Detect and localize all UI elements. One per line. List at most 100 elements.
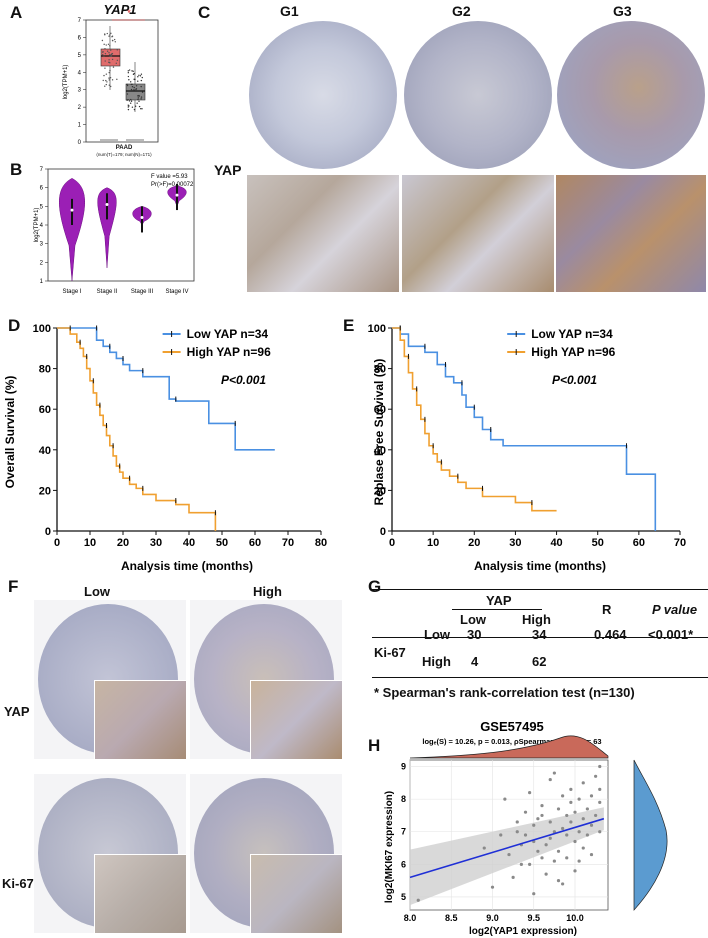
- y-tick-label: 9: [401, 762, 406, 772]
- a-point: [130, 88, 133, 91]
- a-point: [135, 85, 138, 87]
- a-point: [140, 85, 142, 88]
- panel-h: GSE57495 logₑ(S) = 10.26, p = 0.013, ρSp…: [362, 712, 708, 938]
- scatter-point: [585, 807, 589, 811]
- panel-d-ylabel: Overall Survival (%): [3, 376, 17, 489]
- scatter-point: [589, 794, 594, 798]
- a-point: [140, 73, 143, 75]
- panel-c-col-g3: G3: [613, 3, 632, 19]
- panel-b: 1 2 3 4 5 6 7 log2(TPM+1) F value =5.93 Pr(>F)…: [30, 165, 200, 315]
- x-tick-label: 50: [216, 537, 228, 549]
- a-point: [108, 61, 110, 64]
- a-point: [134, 105, 137, 107]
- scatter-point: [598, 787, 602, 791]
- a-point: [132, 73, 135, 76]
- a-point: [101, 39, 104, 42]
- scatter-point: [482, 846, 486, 850]
- y-tick-label: 60: [39, 404, 51, 416]
- a-point: [105, 79, 107, 82]
- x-tick-label: 10: [84, 537, 96, 549]
- a-point: [138, 105, 141, 108]
- a-point: [138, 100, 140, 102]
- scatter-point: [548, 836, 552, 840]
- panel-c-row-yap: YAP: [214, 162, 242, 178]
- x-tick-label: 9.5: [527, 913, 540, 923]
- scatter-point: [499, 833, 503, 837]
- x-tick-label: 8.5: [445, 913, 458, 923]
- a-point: [140, 98, 142, 100]
- x-tick-label: 0: [389, 537, 395, 549]
- table-cell-low-low: 30: [467, 627, 482, 642]
- a-point: [131, 70, 133, 72]
- micro-yap-low: [34, 600, 186, 759]
- violin-median: [70, 208, 74, 212]
- x-tick-label: 30: [150, 537, 162, 549]
- violin-median: [140, 216, 144, 220]
- x-tick-label: 70: [674, 537, 686, 549]
- a-point: [138, 74, 140, 76]
- b-tick-label: 6: [40, 186, 44, 192]
- scatter-point: [589, 823, 594, 827]
- box-normal: [125, 83, 146, 101]
- a-point: [133, 86, 135, 89]
- x-tick-label: 40: [550, 537, 562, 549]
- a-point: [104, 67, 106, 69]
- scatter-point: [585, 833, 589, 837]
- panel-b-stat2: Pr(>F)=0.00072: [151, 182, 194, 188]
- a-point: [109, 69, 111, 72]
- scatter-point: [552, 771, 556, 775]
- scatter-point: [577, 830, 581, 834]
- a-point: [103, 55, 105, 58]
- box-tumor: [100, 48, 121, 67]
- scatter-point: [548, 777, 552, 782]
- a-point: [110, 85, 112, 88]
- a-point: [105, 44, 107, 46]
- b-tick-label: 4: [40, 223, 44, 229]
- a-point: [109, 54, 112, 56]
- y-tick-label: 100: [368, 323, 386, 335]
- a-point: [103, 74, 105, 77]
- micro-g2-zoom: [402, 175, 554, 292]
- panel-a-xlabel: PAAD: [115, 145, 133, 151]
- km-curve-high: [57, 327, 217, 531]
- a-point: [108, 59, 110, 61]
- x-tick-label: 60: [633, 537, 645, 549]
- a-point: [111, 39, 114, 42]
- panel-f-col-low: Low: [84, 584, 110, 599]
- panel-h-xlabel: log2(YAP1 expression): [469, 926, 577, 937]
- a-tick-label: 6: [78, 35, 82, 41]
- scatter-point: [589, 852, 594, 857]
- scatter-point: [532, 892, 536, 896]
- scatter-point: [552, 859, 556, 863]
- a-point: [140, 96, 143, 98]
- table-cell-p: <0.001*: [648, 627, 694, 642]
- scatter-point: [552, 830, 556, 834]
- a-point: [141, 91, 144, 93]
- x-tick-label: 10: [427, 537, 439, 549]
- table-cell-high-low: 4: [471, 654, 479, 669]
- a-point: [127, 108, 130, 111]
- y-tick-label: 100: [33, 323, 51, 335]
- a-point: [114, 41, 116, 43]
- a-point: [115, 62, 118, 64]
- scatter-point: [594, 774, 598, 778]
- panel-b-svg: 1 2 3 4 5 6 7 log2(TPM+1) F value =5.93 Pr(>F)…: [34, 167, 195, 295]
- x-tick-label: 30: [509, 537, 521, 549]
- panel-a-ylabel: log2(TPM+1): [63, 65, 69, 100]
- y-tick-label: 6: [401, 859, 406, 869]
- y-tick-label: 80: [39, 364, 51, 376]
- a-point: [116, 49, 118, 51]
- scatter-point: [594, 813, 598, 818]
- y-tick-label: 20: [374, 485, 386, 497]
- scatter-point: [544, 872, 548, 876]
- a-point: [113, 38, 116, 41]
- a-point: [108, 35, 110, 37]
- a-point: [128, 100, 131, 102]
- a-point: [116, 59, 119, 61]
- y-tick-label: 0: [380, 526, 386, 538]
- scatter-point: [507, 852, 511, 857]
- a-tick-label: 5: [78, 53, 82, 59]
- a-point: [102, 51, 104, 53]
- y-tick-label: 5: [401, 892, 406, 902]
- scatter-point: [565, 813, 569, 818]
